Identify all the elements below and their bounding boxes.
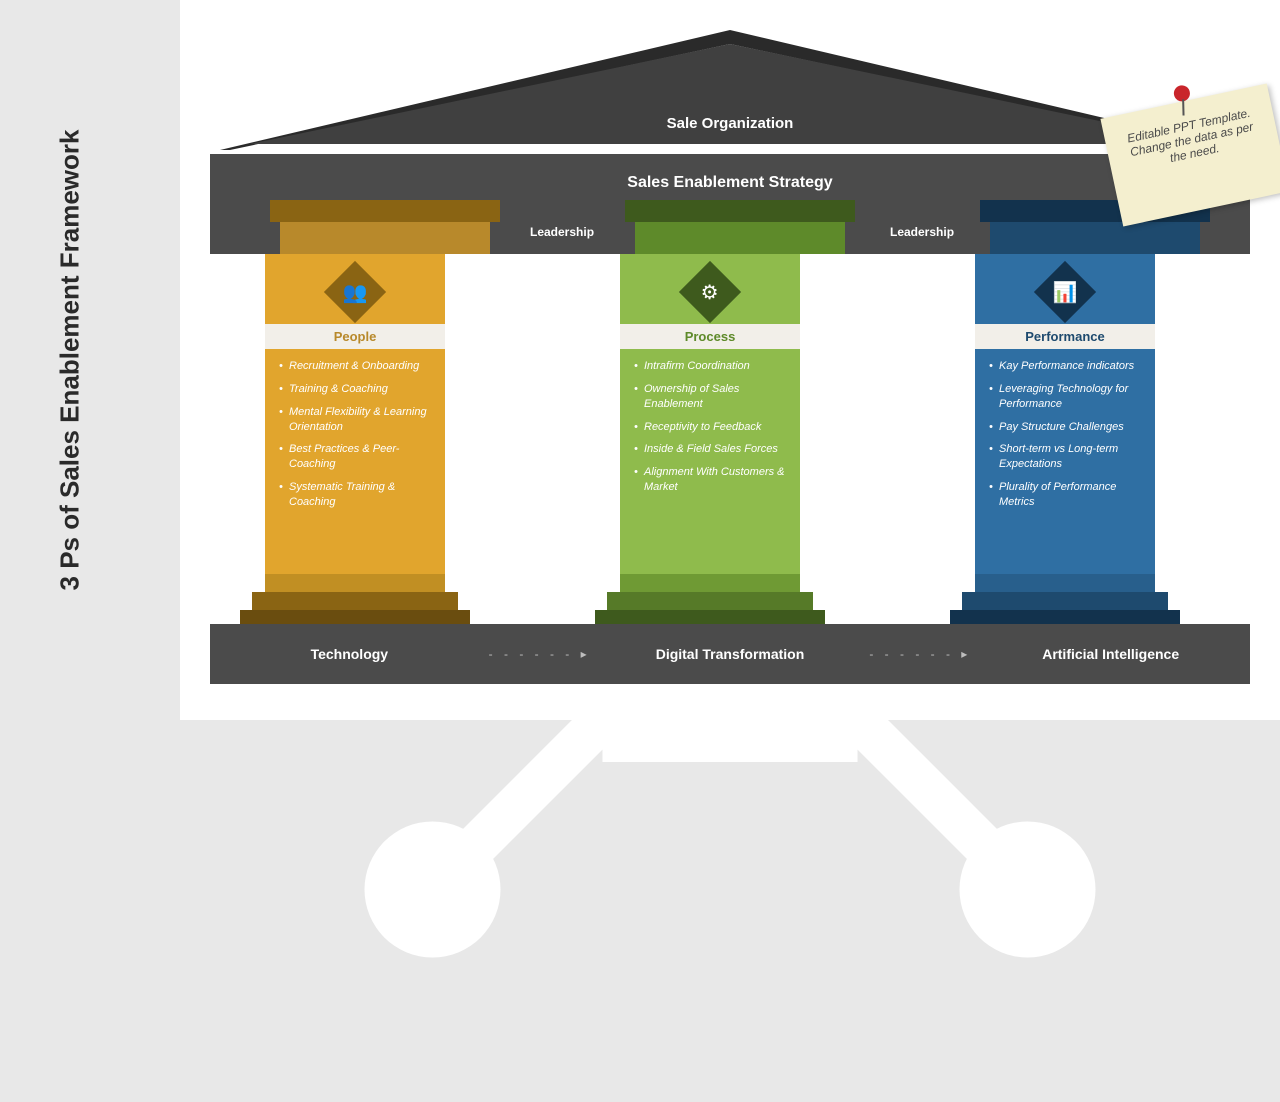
foundation-item: Artificial Intelligence [971,646,1250,662]
pillar-item: Pay Structure Challenges [989,420,1141,435]
pillar-cap-people [270,200,500,254]
pillar-performance: 📊 Performance Kay Performance indicators… [975,254,1155,574]
pillar-cap-process [625,200,855,254]
leadership-label: Leadership [530,225,594,239]
roof-label: Sale Organization [220,115,1240,132]
pillar-title: People [265,324,445,349]
pillar-title: Performance [975,324,1155,349]
foundation-bar: Technology- - - - - - ▸Digital Transform… [210,624,1250,684]
pillar-item: Plurality of Performance Metrics [989,480,1141,510]
pillar-base-performance [950,574,1180,630]
pillar-people: 👥 People Recruitment & Onboarding Trainin… [265,254,445,574]
side-title: 3 Ps of Sales Enablement Framework [55,60,86,660]
entablature-bar: Sales Enablement Strategy Leadership Lead… [210,154,1250,254]
pillar-item: Kay Performance indicators [989,359,1141,374]
foundation-item: Technology [210,646,489,662]
entablature-title: Sales Enablement Strategy [210,154,1250,192]
pillar-item: Ownership of Sales Enablement [634,382,786,412]
pillar-list: Recruitment & Onboarding Training & Coach… [279,359,431,510]
foundation-item: Digital Transformation [591,646,870,662]
process-icon: ⚙ [679,261,741,323]
pillar-item: Leveraging Technology for Performance [989,382,1141,412]
roof: Sale Organization [220,30,1240,150]
leadership-label: Leadership [890,225,954,239]
pillar-process: ⚙ Process Intrafirm Coordination Ownershi… [620,254,800,574]
pillar-list: Intrafirm Coordination Ownership of Sales… [634,359,786,495]
pillar-item: Systematic Training & Coaching [279,480,431,510]
people-icon: 👥 [324,261,386,323]
pillar-item: Best Practices & Peer-Coaching [279,442,431,472]
pillar-item: Receptivity to Feedback [634,420,786,435]
pillar-title: Process [620,324,800,349]
pillar-item: Short-term vs Long-term Expectations [989,442,1141,472]
performance-icon: 📊 [1034,261,1096,323]
pillar-item: Mental Flexibility & Learning Orientatio… [279,405,431,435]
infographic-canvas: Sale Organization Sales Enablement Strat… [180,0,1280,720]
pillar-item: Inside & Field Sales Forces [634,442,786,457]
pillar-base-people [240,574,470,630]
arrow-icon: - - - - - - ▸ [869,647,971,661]
pillar-item: Training & Coaching [279,382,431,397]
pillar-item: Alignment With Customers & Market [634,465,786,495]
pillar-item: Intrafirm Coordination [634,359,786,374]
arrow-icon: - - - - - - ▸ [489,647,591,661]
pillar-list: Kay Performance indicators Leveraging Tec… [989,359,1141,510]
pillar-caps-row [210,200,1250,254]
pillar-item: Recruitment & Onboarding [279,359,431,374]
pillar-base-process [595,574,825,630]
